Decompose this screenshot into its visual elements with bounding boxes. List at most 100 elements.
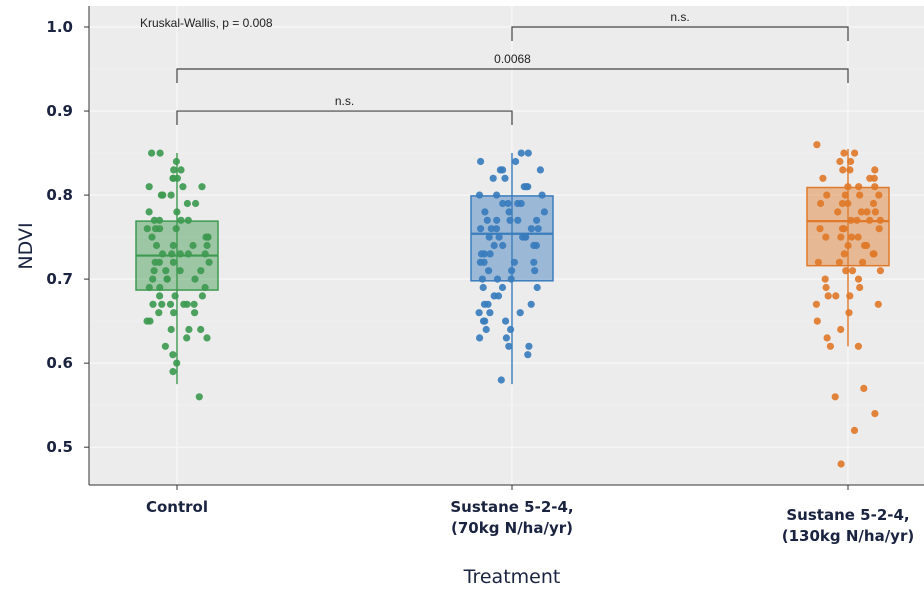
comparison-label: n.s.: [335, 94, 354, 108]
data-point: [158, 300, 166, 308]
data-point: [530, 241, 538, 250]
data-point: [150, 267, 158, 275]
data-point: [156, 292, 164, 300]
data-point: [157, 191, 165, 199]
data-point: [848, 267, 857, 275]
data-point: [831, 393, 839, 401]
data-point: [195, 393, 203, 401]
data-point: [156, 225, 164, 233]
data-point: [875, 191, 883, 199]
data-point: [871, 183, 879, 191]
data-point: [203, 241, 211, 250]
data-point: [480, 250, 488, 258]
data-point: [835, 258, 844, 266]
data-point: [856, 283, 864, 292]
data-point: [475, 309, 483, 317]
data-point: [183, 334, 191, 342]
data-point: [482, 325, 490, 334]
data-point: [205, 258, 213, 266]
data-point: [167, 191, 175, 199]
data-point: [511, 157, 520, 166]
data-point: [524, 149, 532, 157]
data-point: [502, 317, 510, 325]
data-point: [163, 275, 171, 283]
data-point: [517, 149, 525, 157]
data-point: [167, 325, 175, 334]
data-point: [152, 241, 161, 250]
data-point: [490, 241, 498, 250]
data-point: [197, 267, 205, 275]
data-point: [505, 208, 513, 216]
box-iqr: [806, 186, 890, 267]
y-tick-label: 0.8: [46, 186, 73, 204]
data-point: [838, 225, 847, 233]
data-point: [149, 300, 157, 308]
data-point: [854, 275, 863, 283]
data-point: [184, 216, 192, 224]
data-point: [495, 233, 503, 241]
data-point: [480, 258, 488, 266]
data-point: [841, 191, 849, 199]
data-point: [525, 342, 533, 350]
data-point: [198, 292, 206, 300]
data-point: [836, 157, 844, 166]
data-point: [819, 174, 827, 182]
data-point: [524, 351, 532, 359]
data-point: [817, 199, 825, 208]
data-point: [198, 183, 206, 191]
data-point: [155, 309, 163, 317]
data-point: [850, 426, 859, 434]
y-ticks: 0.5 0.6 0.7 0.8 0.9 1.0: [46, 18, 89, 456]
comparison-bracket: [176, 110, 513, 126]
data-point: [179, 183, 187, 191]
data-point: [859, 258, 867, 266]
data-point: [169, 241, 177, 250]
data-point: [517, 199, 525, 208]
data-point: [489, 174, 497, 182]
data-point: [816, 225, 824, 233]
data-point: [870, 250, 878, 258]
data-point: [533, 216, 541, 224]
data-point: [823, 334, 831, 342]
data-point: [516, 309, 524, 317]
data-point: [177, 166, 185, 174]
data-point: [185, 325, 193, 334]
x-tick-label: Sustane 5-2-4,: [450, 498, 573, 516]
y-tick-label: 0.9: [46, 102, 73, 120]
x-ticks: Control Sustane 5-2-4, (70kg N/ha/yr) Susta…: [146, 485, 914, 545]
data-point: [145, 208, 153, 216]
data-point: [486, 250, 494, 258]
box-iqr: [470, 195, 554, 282]
y-axis-title: NDVI: [15, 222, 37, 269]
data-point: [155, 216, 164, 224]
data-point: [832, 292, 840, 300]
x-axis-title: Treatment: [463, 566, 561, 588]
data-point: [177, 216, 185, 224]
data-point: [169, 351, 177, 359]
data-point: [475, 191, 484, 199]
data-point: [477, 225, 485, 233]
y-tick-label: 0.7: [46, 270, 73, 288]
data-point: [155, 258, 163, 266]
data-point: [536, 166, 545, 174]
data-point: [522, 183, 530, 191]
data-point: [502, 334, 510, 342]
data-point: [840, 149, 848, 157]
data-point: [148, 149, 156, 157]
data-point: [192, 199, 200, 208]
x-tick-label: Sustane 5-2-4,: [786, 506, 909, 524]
data-point: [493, 216, 501, 224]
data-point: [863, 208, 871, 216]
data-point: [170, 166, 178, 174]
data-point: [499, 166, 507, 174]
data-point: [480, 300, 489, 308]
data-point: [203, 334, 211, 342]
data-point: [851, 149, 859, 157]
data-point: [533, 283, 541, 292]
x-tick-label: Control: [146, 498, 208, 516]
data-point: [854, 233, 862, 241]
data-point: [531, 267, 539, 275]
data-point: [845, 309, 853, 317]
data-point: [479, 317, 488, 325]
